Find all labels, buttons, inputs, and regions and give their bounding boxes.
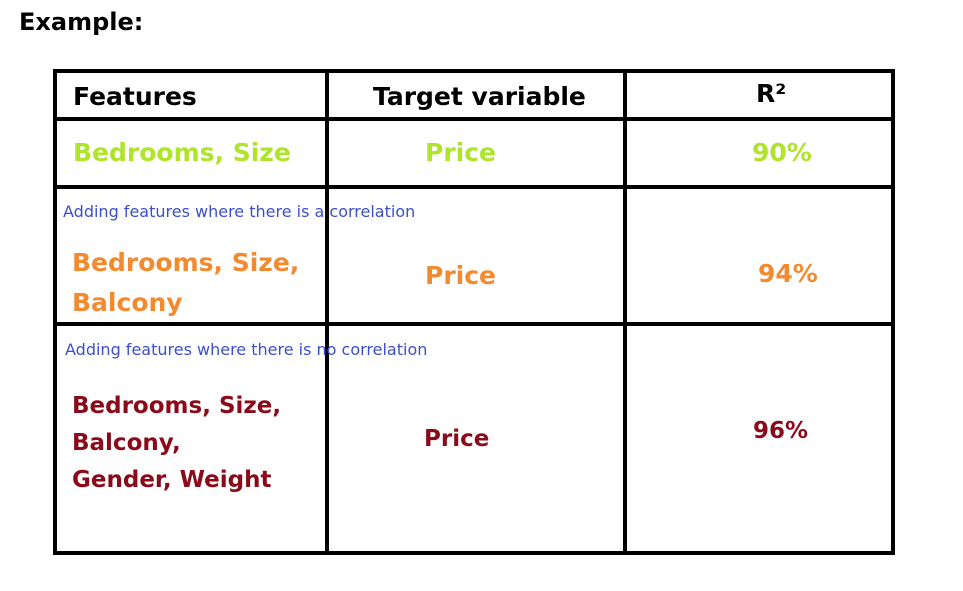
- row-2-note: Adding features where there is a correla…: [63, 202, 416, 221]
- row-3-features-line: Bedrooms, Size,: [72, 393, 282, 419]
- row-1-r2: 90%: [752, 138, 812, 167]
- row-3-features-line: Gender, Weight: [72, 467, 272, 493]
- table-border-left: [53, 69, 57, 555]
- column-divider-1: [325, 69, 329, 555]
- row-2-r2: 94%: [758, 259, 818, 288]
- row-3-features-line: Balcony,: [72, 430, 181, 456]
- row-2-features-line: Bedrooms, Size,: [72, 248, 300, 277]
- row-1-features-line: Bedrooms, Size: [73, 138, 291, 167]
- table-border-top: [53, 69, 895, 73]
- row-3-features: Bedrooms, Size, Balcony, Gender, Weight: [72, 388, 281, 499]
- header-divider: [53, 117, 895, 121]
- row-1-features: Bedrooms, Size: [73, 138, 291, 167]
- row-3-r2: 96%: [753, 418, 809, 444]
- row-2-features-line: Balcony: [72, 288, 183, 317]
- header-features: Features: [73, 82, 197, 111]
- column-divider-2: [623, 69, 627, 555]
- row-3-note: Adding features where there is no correl…: [65, 340, 428, 359]
- header-r-squared: R²: [756, 79, 787, 108]
- row-divider-2: [53, 322, 895, 326]
- row-2-target: Price: [425, 261, 496, 290]
- row-divider-1: [53, 185, 895, 189]
- row-3-target: Price: [424, 426, 490, 452]
- table-border-right: [891, 69, 895, 555]
- row-1-target: Price: [425, 138, 496, 167]
- row-2-features: Bedrooms, Size, Balcony: [72, 243, 299, 323]
- page-title: Example:: [19, 8, 144, 36]
- table-border-bottom: [53, 551, 895, 555]
- header-target-variable: Target variable: [373, 82, 586, 111]
